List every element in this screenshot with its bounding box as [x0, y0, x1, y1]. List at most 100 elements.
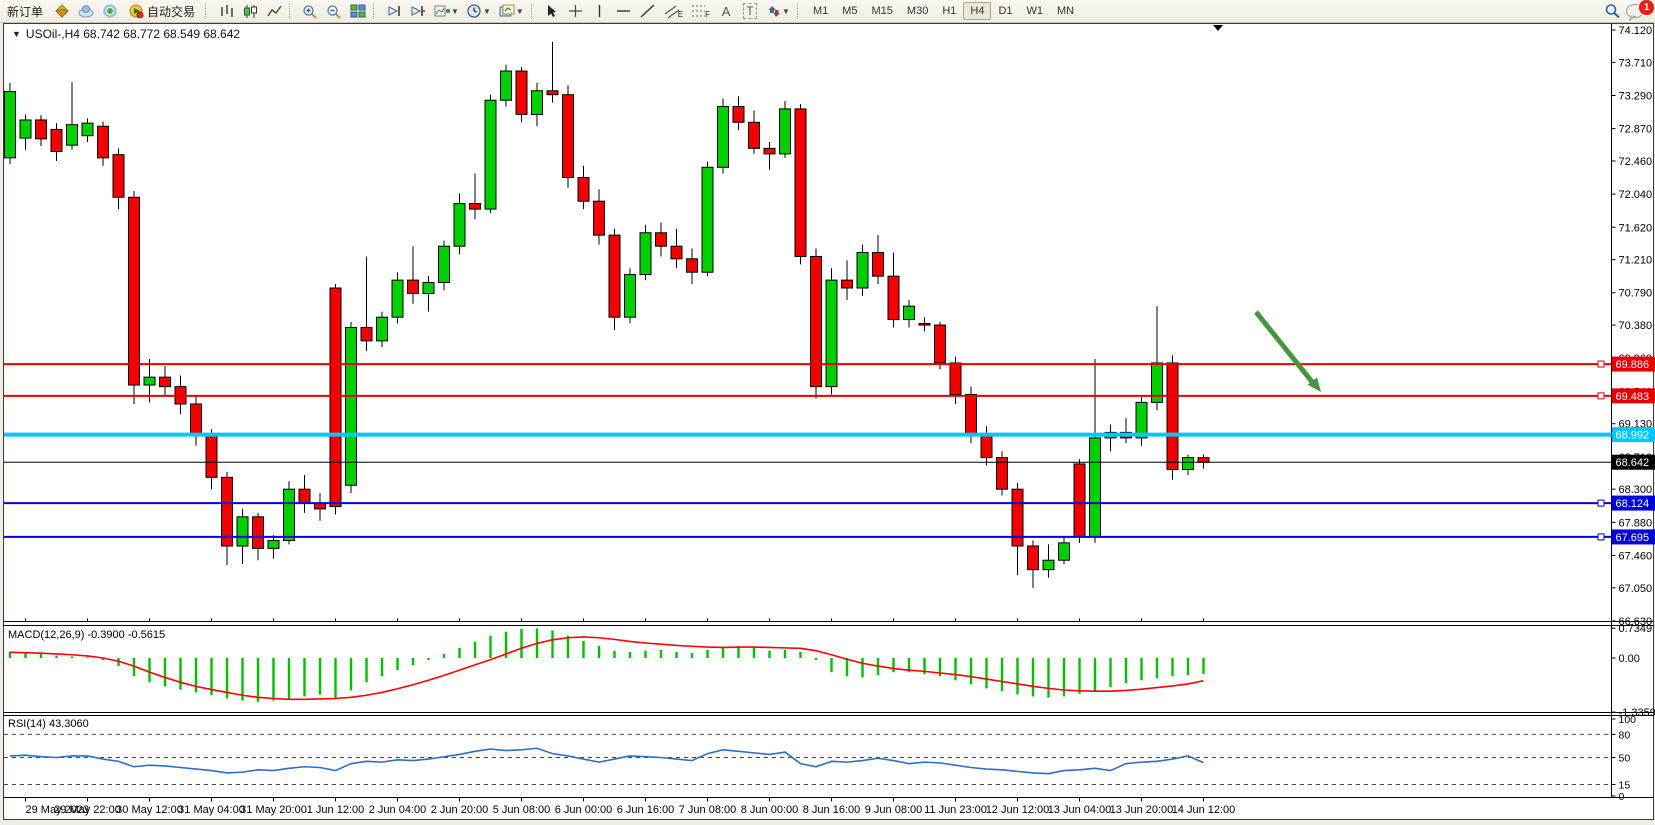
zoom-in-icon[interactable] [299, 1, 321, 21]
hline-handle[interactable] [1597, 360, 1605, 368]
autotrade-button[interactable]: 自动交易 [123, 1, 201, 21]
candle-down [593, 200, 605, 236]
one-click-collapse-icon[interactable]: ▼ [12, 29, 21, 39]
auto-scroll-icon[interactable] [383, 1, 405, 21]
date-label: 7 Jun 08:00 [679, 804, 737, 816]
hline-handle[interactable] [1597, 533, 1605, 541]
zoom-out-icon[interactable] [323, 1, 345, 21]
candle-down [112, 154, 125, 198]
date-label: 5 Jun 08:00 [493, 804, 551, 816]
hline-price-flag [1612, 356, 1655, 372]
label-tool-glyph: T [743, 3, 757, 19]
candle-down [50, 128, 63, 153]
arrow-annotation-head[interactable] [1307, 377, 1321, 392]
date-label: 31 May 20:00 [240, 804, 307, 816]
timeframe-button-MN[interactable]: MN [1050, 2, 1081, 20]
chart-canvas[interactable]: 74.120 73.710 73.290 72.870 72.460 72.040 71.6… [0, 22, 1655, 825]
price-tick-label: 73.290 [1619, 90, 1653, 102]
timeframe-button-H4[interactable]: H4 [963, 2, 992, 20]
notifications-button[interactable]: 1 [1625, 0, 1655, 22]
date-label: 13 Jun 20:00 [1110, 804, 1174, 816]
candle-down [872, 251, 884, 277]
candle-down [35, 119, 47, 140]
insert-group: ▼ ▼ ▼ [430, 0, 528, 22]
date-label: 9 Jun 08:00 [865, 804, 923, 816]
timeframe-button-M1[interactable]: M1 [806, 2, 835, 20]
candle-down [314, 502, 326, 510]
text-tool[interactable]: A [715, 1, 737, 21]
chart-shift-icon[interactable] [407, 1, 429, 21]
candle-down [97, 125, 109, 159]
date-label: 29 May 22:00 [54, 804, 121, 816]
candle-up [376, 316, 388, 342]
hline-handle[interactable] [1597, 392, 1605, 400]
macd-pane: 0.7349 0.00 -1.3359 [8, 623, 1655, 719]
candle-up [500, 70, 512, 101]
sonar-icon [102, 4, 118, 18]
text-label-tool[interactable]: T [739, 1, 761, 21]
price-tick-label: 71.620 [1619, 222, 1653, 234]
bar-chart-icon[interactable] [215, 1, 237, 21]
arrow-annotation[interactable] [1254, 310, 1315, 385]
candle-down [128, 196, 140, 386]
chart-title-text: USOil-,H4 68.742 68.772 68.549 68.642 [25, 27, 241, 41]
candle-up [345, 326, 357, 486]
candle-up [1135, 401, 1148, 439]
candlestick-chart-icon[interactable] [239, 1, 261, 21]
timeframe-button-M15[interactable]: M15 [865, 2, 900, 20]
timeframe-button-M5[interactable]: M5 [835, 2, 864, 20]
vline-icon [599, 5, 601, 17]
search-icon[interactable] [1601, 1, 1624, 21]
cursor-tool[interactable] [541, 1, 563, 21]
horizontal-line-tool[interactable] [613, 1, 635, 21]
equidistant-channel-tool[interactable]: E [661, 1, 686, 21]
notification-badge: 1 [1638, 0, 1655, 16]
timeframe-button-H1[interactable]: H1 [935, 2, 963, 20]
candle-down [298, 488, 311, 504]
rsi-line [9, 747, 1204, 775]
candle-up [438, 245, 450, 283]
hline-handle[interactable] [1597, 499, 1605, 507]
date-label: 2 Jun 20:00 [431, 804, 489, 816]
chart-window [3, 23, 1654, 820]
market-watch-icon[interactable] [51, 1, 73, 21]
vertical-line-tool[interactable] [589, 1, 611, 21]
timeframe-button-D1[interactable]: D1 [991, 2, 1019, 20]
timeframe-button-M30[interactable]: M30 [900, 2, 935, 20]
arrows-tool[interactable]: ▼ [763, 1, 793, 21]
channel-icon [664, 5, 680, 18]
candle-up [531, 90, 543, 115]
toolbar-grip [530, 3, 536, 19]
timeframe-button-W1[interactable]: W1 [1020, 2, 1051, 20]
periods-button[interactable]: ▼ [464, 1, 494, 21]
candle-up [236, 516, 249, 547]
fibo-sub-label: F [705, 9, 711, 19]
templates-button[interactable]: ▼ [496, 1, 527, 21]
chart-shift-marker[interactable] [1213, 25, 1223, 31]
candle-down [763, 147, 776, 155]
hline-price-label: 69.483 [1616, 391, 1650, 403]
zoom-group [298, 0, 370, 22]
data-window-icon[interactable] [75, 1, 97, 21]
candle-up [81, 122, 94, 137]
line-chart-icon[interactable] [263, 1, 285, 21]
candle-up [779, 108, 791, 155]
date-label: 6 Jun 16:00 [617, 804, 675, 816]
date-label: 11 Jun 23:00 [924, 804, 987, 816]
trendline-tool[interactable] [637, 1, 659, 21]
fibonacci-tool[interactable]: F [688, 1, 713, 21]
candle-up [856, 251, 869, 289]
candle-down [608, 234, 621, 318]
text-tool-label: A [721, 3, 731, 19]
candle-down [887, 275, 900, 321]
toolbar: 新订单 自动交易 [0, 0, 1655, 23]
indicators-button[interactable]: ▼ [431, 1, 462, 21]
crosshair-tool[interactable] [565, 1, 587, 21]
signals-icon[interactable] [99, 1, 121, 21]
date-label: 14 Jun 12:00 [1172, 804, 1236, 816]
tile-windows-icon[interactable] [347, 1, 369, 21]
date-label: 6 Jun 00:00 [555, 804, 613, 816]
price-tick-label: 72.040 [1619, 189, 1653, 201]
new-order-button[interactable]: 新订单 [1, 1, 49, 21]
candle-up [4, 91, 16, 159]
